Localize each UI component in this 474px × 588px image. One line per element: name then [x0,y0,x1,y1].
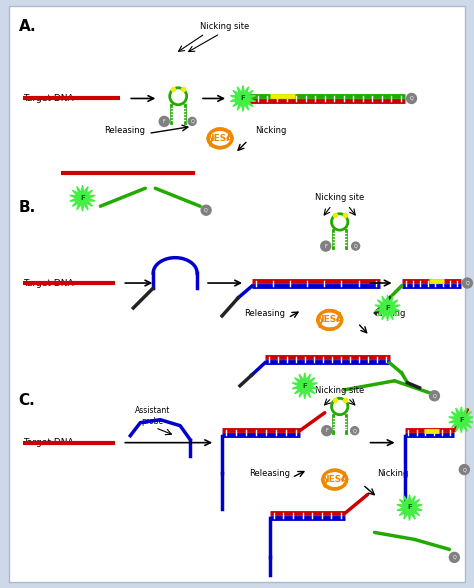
Text: Q: Q [465,280,469,286]
Text: Q: Q [463,467,466,472]
Text: F: F [459,417,464,423]
Circle shape [321,241,331,251]
Circle shape [407,93,417,103]
Text: Q: Q [433,393,436,398]
Polygon shape [292,373,318,399]
Circle shape [459,465,469,475]
Text: F: F [325,428,328,433]
Text: Releasing: Releasing [244,309,285,318]
Text: F: F [302,383,307,389]
Text: F: F [407,505,412,510]
Text: Q: Q [354,243,357,249]
Text: Target DNA: Target DNA [23,94,73,103]
Text: F: F [241,95,246,102]
Text: Nicking: Nicking [374,309,406,318]
Text: F: F [80,195,85,201]
Text: Q: Q [353,428,356,433]
Text: NESA: NESA [321,475,348,484]
Text: Q: Q [453,555,456,560]
Text: Q: Q [204,208,208,213]
Text: A.: A. [18,19,36,34]
Circle shape [462,278,472,288]
Text: Assistant
probe: Assistant probe [135,406,170,426]
Circle shape [429,391,439,401]
Text: NESA: NESA [206,134,234,143]
Text: B.: B. [18,201,36,215]
Polygon shape [397,495,422,520]
Polygon shape [375,295,400,321]
Polygon shape [70,185,95,211]
Text: Releasing: Releasing [249,469,290,477]
Text: F: F [385,305,390,311]
Polygon shape [449,407,474,433]
Circle shape [352,242,360,250]
Circle shape [201,205,211,215]
Circle shape [449,552,459,562]
Text: Nicking site: Nicking site [315,386,365,395]
Text: Nicking: Nicking [255,126,286,135]
Text: Nicking: Nicking [378,469,409,477]
Text: Releasing: Releasing [104,126,145,135]
Circle shape [159,116,169,126]
Text: Target DNA: Target DNA [23,438,73,447]
Circle shape [188,118,196,125]
Text: Q: Q [190,119,194,124]
Text: NESA: NESA [316,315,343,325]
Text: F: F [163,119,165,124]
Text: Target DNA: Target DNA [23,279,73,288]
Circle shape [351,427,359,435]
Text: Q: Q [410,96,413,101]
Text: Nicking site: Nicking site [315,193,365,202]
Circle shape [322,426,332,436]
Text: Nicking site: Nicking site [200,22,249,31]
Polygon shape [230,85,255,112]
FancyBboxPatch shape [9,6,465,582]
Text: F: F [324,243,327,249]
Text: C.: C. [18,393,36,407]
